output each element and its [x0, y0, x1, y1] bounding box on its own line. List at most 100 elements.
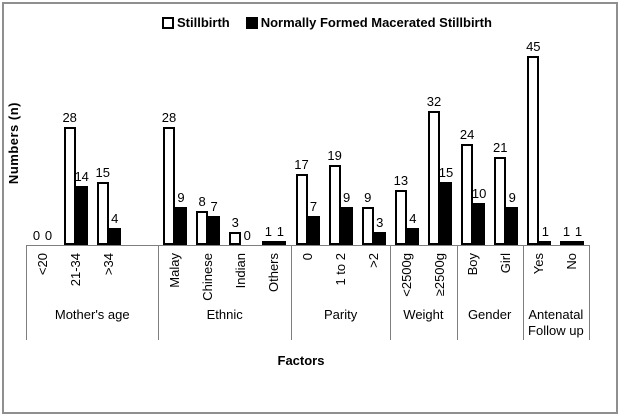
- value-label: 0: [32, 228, 41, 243]
- value-label: 4: [409, 211, 417, 226]
- bar-stillbirth: [196, 211, 209, 245]
- group-label: Parity: [323, 307, 358, 322]
- value-label: 0: [243, 228, 251, 243]
- bar-macerated: [473, 203, 486, 245]
- tick-label: ≥2500g: [431, 253, 447, 297]
- bar-stillbirth: [63, 127, 76, 245]
- value-label: 7: [210, 199, 218, 214]
- value-label: 1: [276, 224, 284, 239]
- group-label: Mother's age: [54, 307, 130, 322]
- value-label: 28: [161, 110, 177, 125]
- value-label: 15: [95, 165, 111, 180]
- bar-stillbirth: [560, 241, 573, 245]
- tick-label: >2: [365, 253, 381, 268]
- value-label: 9: [342, 190, 351, 205]
- value-label: 14: [74, 169, 89, 184]
- y-axis-title: Numbers (n): [6, 102, 21, 185]
- value-label: 28: [62, 110, 77, 125]
- value-label: 32: [426, 94, 442, 109]
- x-axis-title: Factors: [277, 353, 325, 368]
- group-label: Gender: [467, 307, 512, 322]
- legend: Stillbirth Normally Formed Macerated Sti…: [162, 15, 492, 30]
- value-label: 0: [44, 228, 53, 243]
- value-label: 10: [471, 186, 487, 201]
- tick-label: >34: [100, 253, 116, 276]
- value-label: 45: [526, 39, 541, 54]
- tick-label: Boy: [465, 253, 481, 276]
- bar-macerated: [373, 232, 386, 245]
- bar-macerated: [307, 216, 320, 245]
- bar-stillbirth: [494, 157, 507, 245]
- value-label: 19: [327, 148, 342, 163]
- value-label: 7: [309, 199, 318, 214]
- tick-label: Girl: [498, 253, 514, 274]
- legend-item-stillbirth: Stillbirth: [162, 15, 230, 30]
- stillbirth-swatch-icon: [162, 16, 174, 29]
- legend-label-stillbirth: Stillbirth: [177, 15, 230, 30]
- value-label: 9: [177, 190, 185, 205]
- bar-stillbirth: [394, 190, 407, 245]
- tick-label: 0: [299, 253, 315, 261]
- value-label: 17: [294, 157, 309, 172]
- bar-macerated: [539, 241, 552, 245]
- x-axis-line: [26, 245, 589, 246]
- bar-macerated: [439, 182, 452, 245]
- bar-stillbirth: [328, 165, 341, 245]
- value-label: 21: [492, 140, 508, 155]
- tick-label: Malay: [167, 253, 183, 288]
- macerated-swatch-icon: [245, 16, 258, 29]
- tick-label: Indian: [233, 253, 249, 289]
- separator-line: [390, 245, 392, 340]
- group-label: Antenatal Follow up: [528, 307, 584, 338]
- tick-label: <20: [34, 253, 50, 276]
- tick-label: 21-34: [67, 253, 83, 287]
- bar-stillbirth: [527, 56, 540, 245]
- bar-stillbirth: [427, 111, 440, 245]
- bar-macerated: [175, 207, 188, 245]
- legend-label-macerated: Normally Formed Macerated Stillbirth: [260, 15, 492, 30]
- value-label: 24: [459, 127, 475, 142]
- bar-stillbirth: [163, 127, 176, 245]
- value-label: 1: [541, 224, 549, 239]
- value-label: 9: [508, 190, 516, 205]
- tick-label: Yes: [531, 253, 547, 275]
- value-label: 1: [574, 224, 583, 239]
- bar-stillbirth: [295, 174, 308, 245]
- separator-line: [456, 245, 458, 340]
- group-label: Ethnic: [206, 307, 243, 322]
- bar-macerated: [274, 241, 287, 245]
- separator-line: [158, 245, 160, 340]
- bar-stillbirth: [96, 182, 109, 245]
- bar-stillbirth: [461, 144, 474, 245]
- value-label: 3: [231, 215, 239, 230]
- bar-macerated: [406, 228, 419, 245]
- value-label: 1: [562, 224, 571, 239]
- tick-label: <2500g: [398, 253, 414, 297]
- bar-macerated: [75, 186, 88, 245]
- value-label: 4: [111, 211, 119, 226]
- value-label: 1: [264, 224, 272, 239]
- bar-stillbirth: [229, 232, 242, 245]
- separator-line: [522, 245, 524, 340]
- group-label: Weight: [403, 307, 444, 322]
- value-label: 8: [198, 194, 206, 209]
- tick-label: 1 to 2: [332, 253, 348, 286]
- bar-macerated: [340, 207, 353, 245]
- bar-stillbirth: [361, 207, 374, 245]
- tick-label: Chinese: [200, 253, 216, 301]
- value-label: 3: [376, 215, 384, 230]
- bar-macerated: [108, 228, 121, 245]
- separator-line: [589, 245, 590, 340]
- tick-label: No: [564, 253, 580, 270]
- separator-line: [290, 245, 292, 340]
- bar-macerated: [506, 207, 519, 245]
- separator-line: [26, 245, 27, 340]
- tick-label: Others: [266, 253, 282, 293]
- value-label: 9: [364, 190, 372, 205]
- bar-stillbirth: [262, 241, 275, 245]
- bar-macerated: [208, 216, 221, 245]
- bar-macerated: [572, 241, 585, 245]
- value-label: 15: [438, 165, 454, 180]
- legend-item-macerated: Normally Formed Macerated Stillbirth: [245, 15, 492, 30]
